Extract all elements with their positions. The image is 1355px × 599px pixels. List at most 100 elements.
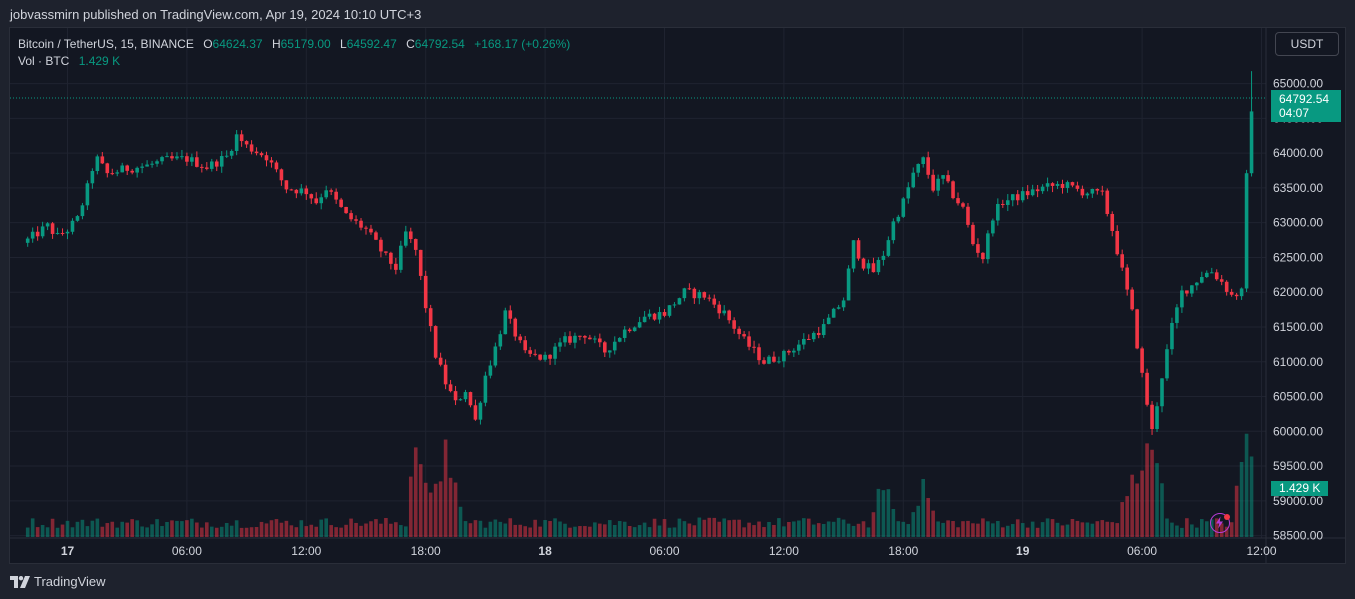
candle-body bbox=[224, 155, 229, 157]
volume-bar bbox=[518, 524, 523, 537]
candle-body bbox=[687, 288, 692, 290]
candle-body bbox=[130, 170, 134, 173]
candle-body bbox=[1085, 193, 1090, 196]
candle-body bbox=[314, 198, 319, 204]
candle-body bbox=[1025, 191, 1030, 196]
candle-body bbox=[588, 337, 592, 340]
candle-body bbox=[797, 344, 801, 351]
candle-body bbox=[80, 205, 85, 217]
candle-body bbox=[170, 156, 174, 159]
candle-body bbox=[289, 189, 294, 191]
volume-bar bbox=[394, 522, 398, 537]
legend-volume-row: Vol · BTC 1.429 K bbox=[18, 53, 570, 70]
volume-bar bbox=[637, 525, 642, 537]
candle-body bbox=[672, 304, 677, 306]
candle-body bbox=[916, 164, 921, 173]
candle-body bbox=[976, 244, 980, 253]
candle-body bbox=[85, 183, 90, 206]
volume-bar bbox=[1239, 461, 1244, 537]
candle-body bbox=[155, 161, 159, 164]
volume-bar bbox=[568, 527, 572, 537]
volume-bar bbox=[787, 521, 791, 537]
candle-body bbox=[503, 310, 508, 335]
candle-body bbox=[279, 169, 284, 181]
candle-body bbox=[1100, 190, 1105, 192]
candle-body bbox=[722, 310, 726, 314]
candle-body bbox=[802, 338, 806, 345]
candle-body bbox=[886, 240, 891, 256]
volume-bar bbox=[986, 521, 990, 537]
volume-bar bbox=[379, 523, 383, 537]
candle-body bbox=[468, 392, 473, 406]
volume-bar bbox=[538, 526, 542, 537]
candle-body bbox=[105, 163, 110, 174]
volume-bar bbox=[229, 525, 234, 537]
candle-body bbox=[75, 216, 80, 221]
legend-symbol: Bitcoin / TetherUS, 15, BINANCE bbox=[18, 37, 194, 51]
volume-bar bbox=[90, 520, 95, 537]
chart-frame[interactable] bbox=[9, 27, 1346, 564]
volume-bar bbox=[936, 521, 940, 537]
candle-body bbox=[165, 156, 169, 158]
candle-body bbox=[418, 249, 423, 276]
candle-body bbox=[1224, 281, 1229, 292]
volume-bar bbox=[399, 525, 403, 537]
volume-bar bbox=[717, 521, 722, 537]
alert-icon[interactable] bbox=[1210, 513, 1230, 533]
candle-body bbox=[941, 175, 945, 179]
candle-body bbox=[229, 150, 234, 156]
volume-bar bbox=[299, 520, 304, 537]
candle-body bbox=[110, 173, 115, 175]
candle-body bbox=[881, 255, 886, 260]
volume-bar bbox=[856, 523, 861, 537]
candle-body bbox=[1110, 213, 1115, 232]
volume-bar bbox=[100, 526, 105, 537]
candle-body bbox=[498, 334, 503, 347]
currency-button[interactable]: USDT bbox=[1275, 32, 1339, 56]
legend-ohlc-row: Bitcoin / TetherUS, 15, BINANCE O64624.3… bbox=[18, 36, 570, 53]
volume-bar bbox=[831, 521, 836, 537]
candle-body bbox=[866, 263, 871, 269]
volume-bar bbox=[652, 518, 657, 537]
footer-brand[interactable]: TradingView bbox=[34, 574, 106, 589]
candle-body bbox=[737, 328, 741, 335]
volume-bar bbox=[528, 527, 532, 537]
volume-bar bbox=[697, 517, 702, 537]
candle-body bbox=[831, 308, 836, 318]
legend-change: +168.17 (+0.26%) bbox=[474, 37, 571, 51]
volume-bar bbox=[732, 519, 736, 537]
candle-body bbox=[463, 392, 468, 400]
lightning-icon bbox=[1216, 516, 1223, 529]
volume-bar bbox=[319, 519, 324, 537]
candle-body bbox=[573, 335, 577, 343]
candle-body bbox=[1190, 285, 1194, 294]
volume-bar bbox=[866, 527, 871, 537]
volume-bar bbox=[209, 526, 214, 537]
volume-bar bbox=[274, 519, 279, 537]
volume-bar bbox=[846, 523, 851, 537]
volume-bar bbox=[80, 519, 85, 537]
candle-body bbox=[846, 268, 851, 301]
volume-bar bbox=[1200, 519, 1204, 537]
candle-body bbox=[1120, 254, 1124, 268]
candle-body bbox=[209, 161, 214, 169]
y-tick-label: 59000.00 bbox=[1273, 494, 1323, 508]
volume-bar bbox=[1135, 483, 1139, 537]
candle-body bbox=[50, 223, 55, 234]
volume-bar bbox=[1115, 523, 1120, 537]
volume-bar bbox=[1005, 525, 1010, 537]
volume-bar bbox=[886, 489, 891, 537]
volume-bar bbox=[946, 520, 950, 537]
candle-body bbox=[747, 336, 751, 347]
candle-body bbox=[269, 160, 274, 163]
volume-bar bbox=[806, 518, 811, 537]
candle-body bbox=[811, 332, 816, 340]
candle-body bbox=[836, 307, 841, 309]
legend-volume-label: Vol · BTC bbox=[18, 54, 70, 68]
volume-bar bbox=[553, 518, 557, 537]
volume-bar bbox=[767, 521, 771, 537]
volume-bar bbox=[195, 522, 199, 537]
volume-bar bbox=[881, 490, 886, 537]
volume-bar bbox=[642, 522, 647, 537]
